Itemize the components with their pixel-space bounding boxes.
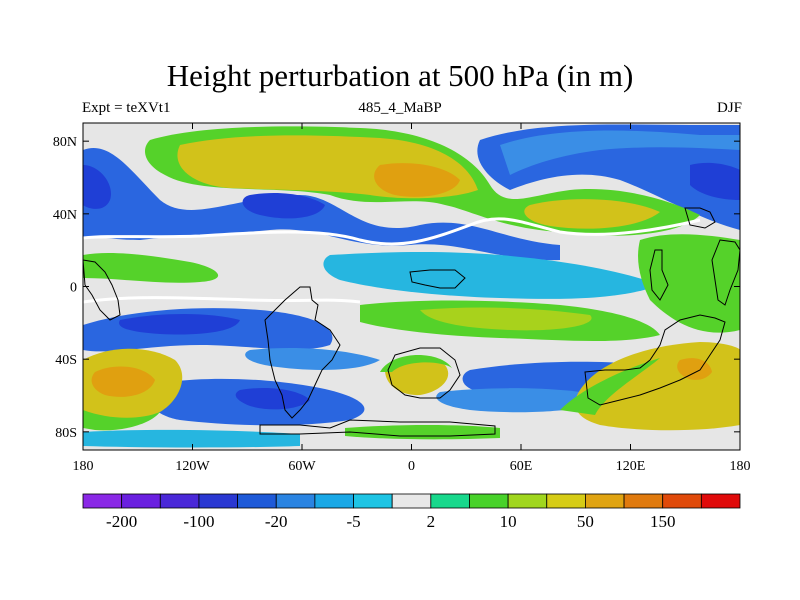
x-tick-label: 60W [288, 459, 316, 474]
colorbar-swatch [430, 493, 470, 509]
colorbar-swatch [314, 493, 354, 509]
experiment-label: Expt = teXVt1 [82, 100, 171, 116]
colorbar-swatch [662, 493, 702, 509]
contour-sh-south-green-strip [345, 425, 500, 440]
x-tick-label: 120W [175, 459, 210, 474]
map-plot-area [83, 123, 740, 450]
colorbar-label: -200 [106, 512, 137, 531]
x-tick-label: 60E [510, 459, 533, 474]
colorbar-swatch [198, 493, 238, 509]
contour-sh-mid-blue-center [245, 348, 380, 370]
contour-nh-yellow-ridge-east [524, 199, 660, 229]
contour-sh-east-orange-core [677, 358, 712, 380]
coastline-east-pacific-islands [684, 207, 716, 229]
colorbar-label: 150 [650, 512, 676, 531]
season-label: DJF [716, 100, 742, 116]
coastline-africa [387, 347, 461, 399]
contour-sh-south-light-blue [83, 429, 300, 448]
coastline-america [264, 286, 341, 419]
x-tick-label: 0 [408, 459, 415, 474]
map-axes: 80N 40N 0 40S 80S 180 120W 60W 0 60E 120E 180 [53, 123, 751, 474]
colorbar-swatch [82, 493, 123, 509]
zero-contour-nh [83, 217, 701, 246]
colorbar-swatch [623, 493, 664, 509]
contour-nh-west-deep-blue [83, 165, 111, 209]
y-tick-label: 40S [55, 353, 77, 368]
chart-title: Height perturbation at 500 hPa (in m) [166, 58, 634, 93]
coastline-africa-north [409, 269, 466, 289]
x-tick-label: 180 [730, 459, 751, 474]
contour-sh-atlantic-yellow-lobe [385, 358, 449, 396]
contour-sh-deep-blue-south [235, 388, 310, 410]
colorbar-swatch [700, 493, 741, 509]
contour-nh-orange-ridge-a [374, 163, 460, 197]
contour-equatorial-light-blue [323, 251, 660, 299]
colorbar-swatch [159, 493, 200, 509]
y-tick-label: 80S [55, 426, 77, 441]
contour-nh-east-mid-blue [500, 130, 740, 175]
contour-sh-deep-blue-west [119, 314, 240, 335]
colorbar-swatch [237, 493, 277, 509]
colorbar-swatch [275, 493, 316, 509]
contour-east-green-strip [638, 234, 740, 333]
contour-equatorial-green [83, 252, 219, 283]
coastlines [83, 207, 740, 437]
colorbar-label: 50 [577, 512, 594, 531]
colorbar-swatch [121, 493, 161, 509]
contour-sh-yellow-band [420, 307, 592, 331]
coastline-australia-frame [584, 314, 726, 406]
x-tick-label: 180 [73, 459, 94, 474]
coastline-antarctica [259, 419, 496, 437]
colorbar: -200 -100 -20 -5 2 10 50 150 [82, 493, 741, 531]
colorbar-swatch [353, 493, 393, 509]
contour-sh-east-green-rim [560, 358, 660, 415]
y-tick-label: 80N [53, 135, 77, 150]
contour-nh-mid-deep-blue [242, 193, 325, 219]
colorbar-label: 2 [427, 512, 436, 531]
run-label: 485_4_MaBP [358, 100, 442, 116]
colorbar-swatch [469, 493, 509, 509]
contour-sh-west-orange-core [91, 366, 155, 397]
colorbar-label: 10 [500, 512, 517, 531]
contour-sh-west-green-rim [83, 410, 160, 431]
colorbar-swatch [391, 493, 432, 509]
zero-contour-sh [83, 296, 361, 304]
contour-sh-atlantic-green-rim [380, 354, 452, 372]
x-tick-label: 120E [616, 459, 646, 474]
colorbar-label: -20 [265, 512, 288, 531]
y-tick-label: 0 [70, 281, 77, 296]
colorbar-swatch [585, 493, 625, 509]
coastline-west-pacific [711, 239, 740, 306]
colorbar-label: -100 [183, 512, 214, 531]
contour-nh-east-deep-blue [690, 162, 740, 200]
colorbar-swatch [546, 493, 586, 509]
coastline-west-coast [83, 259, 121, 321]
coastline-asia-east [649, 249, 669, 301]
y-tick-label: 40N [53, 208, 77, 223]
colorbar-label: -5 [346, 512, 360, 531]
colorbar-swatch [507, 493, 548, 509]
